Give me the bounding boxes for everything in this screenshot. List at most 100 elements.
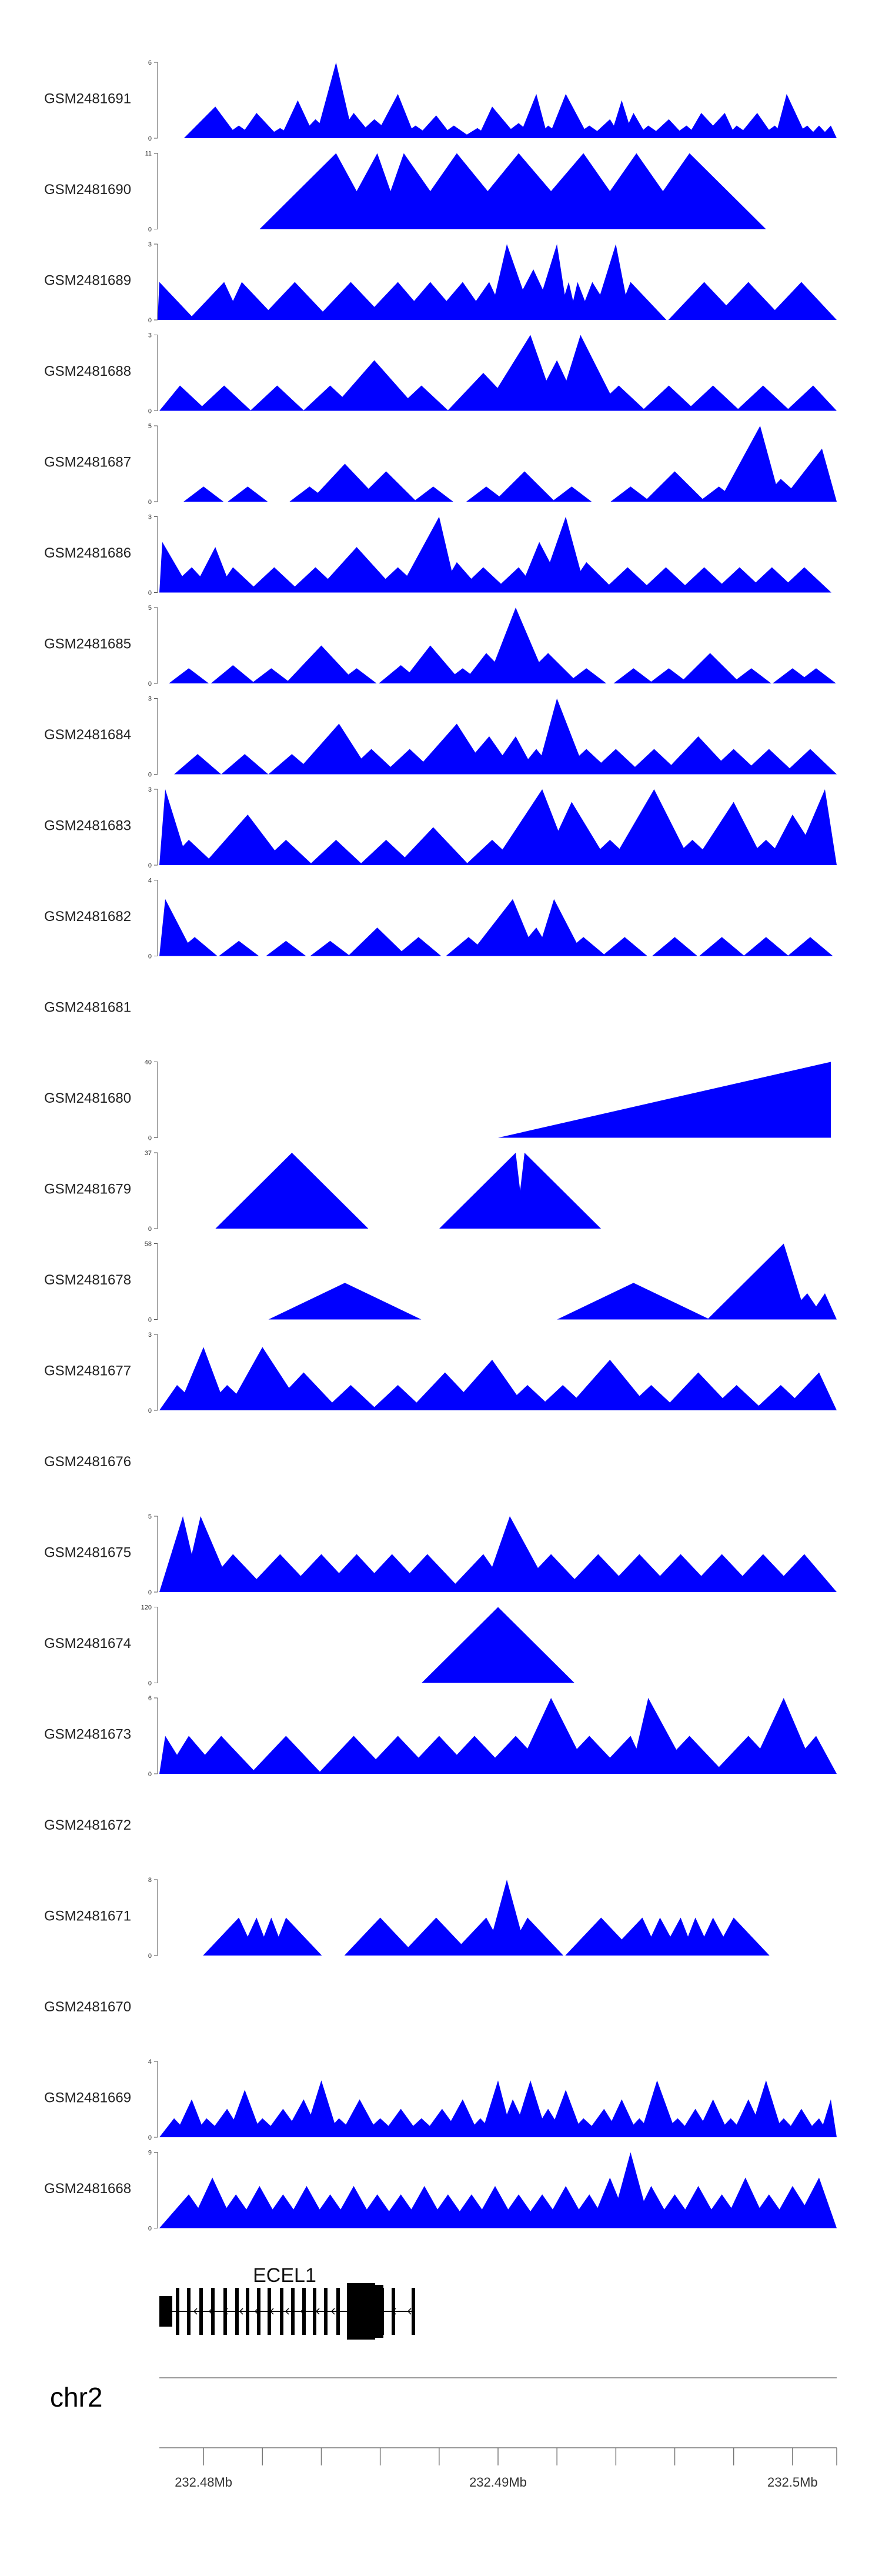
coverage-peak bbox=[516, 1698, 590, 1774]
strand-arrow bbox=[407, 2308, 412, 2315]
coverage-peak bbox=[679, 653, 741, 683]
gene-name: ECEL1 bbox=[253, 2264, 316, 2287]
coverage-peak bbox=[500, 1385, 555, 1410]
coverage-peak bbox=[719, 426, 781, 502]
coverage-peak bbox=[606, 1917, 660, 1956]
y-axis-max-label: 11 bbox=[145, 151, 152, 158]
coverage-peak bbox=[397, 516, 457, 593]
coverage-peak bbox=[783, 1372, 837, 1410]
coverage-peak bbox=[188, 282, 242, 320]
coverage-peak bbox=[192, 547, 233, 593]
coverage-peak bbox=[699, 937, 745, 956]
coverage-peak bbox=[627, 749, 681, 775]
coverage-peak bbox=[439, 1153, 525, 1229]
coverage-peak bbox=[783, 1736, 837, 1774]
coverage-peak bbox=[323, 1385, 378, 1410]
track-label: GSM2481691 bbox=[44, 91, 131, 107]
coverage-peak bbox=[748, 1698, 816, 1774]
track-gsm2481687: GSM2481687 0 5 bbox=[44, 423, 837, 506]
track-label: GSM2481683 bbox=[44, 818, 131, 834]
y-axis-max-label: 3 bbox=[148, 696, 152, 703]
strand-arrow bbox=[285, 2308, 289, 2315]
coverage-peak bbox=[743, 937, 789, 956]
y-axis-min-label: 0 bbox=[148, 1589, 152, 1596]
coverage-peak bbox=[177, 1347, 228, 1410]
x-axis-label: 232.48Mb bbox=[175, 2475, 232, 2490]
coverage-peak bbox=[519, 94, 549, 138]
coverage-peak bbox=[355, 471, 417, 502]
coverage-peak bbox=[400, 1917, 472, 1956]
y-axis-max-label: 3 bbox=[148, 1332, 152, 1339]
track-gsm2481670: GSM2481670 bbox=[44, 1999, 131, 2015]
coverage-peak bbox=[787, 937, 833, 956]
track-label: GSM2481687 bbox=[44, 455, 131, 471]
track-gsm2481675: GSM2481675 0 5 bbox=[44, 1513, 837, 1596]
coverage-peak bbox=[768, 1554, 837, 1592]
track-gsm2481678: GSM2481678 0 58 bbox=[44, 1241, 837, 1324]
strand-arrow bbox=[346, 2308, 350, 2315]
coverage-peak bbox=[741, 749, 796, 775]
y-axis-max-label: 37 bbox=[145, 1150, 152, 1157]
y-axis-min-label: 0 bbox=[148, 226, 152, 233]
y-axis-min-label: 0 bbox=[148, 499, 152, 506]
genomic-axis: chr2 232.48Mb 232.49Mb 232.5Mb bbox=[50, 2377, 837, 2490]
gene-exon bbox=[187, 2288, 191, 2335]
coverage-peak bbox=[783, 749, 837, 775]
coverage-peak bbox=[807, 1293, 837, 1320]
coverage-peak bbox=[400, 645, 463, 683]
coverage-peak bbox=[221, 754, 269, 775]
track-label: GSM2481673 bbox=[44, 1727, 131, 1743]
coverage-peak bbox=[566, 668, 607, 683]
track-gsm2481689: GSM2481689 0 3 bbox=[44, 241, 837, 324]
strand-arrow bbox=[223, 2308, 228, 2315]
coverage-peak bbox=[677, 567, 731, 593]
coverage-peak bbox=[552, 486, 592, 502]
coverage-peak bbox=[315, 282, 387, 320]
coverage-peak bbox=[539, 516, 587, 593]
coverage-peak bbox=[466, 486, 506, 502]
coverage-peak bbox=[259, 840, 313, 865]
gene-exon bbox=[347, 2283, 375, 2340]
coverage-peak bbox=[796, 668, 836, 683]
coverage-peak bbox=[268, 1283, 422, 1320]
coverage-peak bbox=[613, 668, 654, 683]
coverage-peak bbox=[557, 1283, 710, 1320]
y-axis-max-label: 3 bbox=[148, 514, 152, 521]
y-axis-min-label: 0 bbox=[148, 317, 152, 324]
coverage-peak bbox=[604, 2099, 640, 2137]
gene-exon bbox=[291, 2288, 295, 2335]
coverage-peak bbox=[239, 113, 280, 138]
track-label: GSM2481670 bbox=[44, 1999, 131, 2015]
coverage-peak bbox=[392, 1554, 463, 1592]
y-axis-max-label: 5 bbox=[148, 423, 152, 430]
track-label: GSM2481669 bbox=[44, 2090, 131, 2106]
coverage-peak bbox=[348, 927, 407, 956]
coverage-peak bbox=[201, 1554, 269, 1592]
coverage-peak bbox=[748, 2080, 784, 2137]
coverage-peak bbox=[701, 113, 737, 138]
y-axis-min-label: 0 bbox=[148, 862, 152, 869]
coverage-peak bbox=[396, 937, 442, 956]
y-axis-min-label: 0 bbox=[148, 953, 152, 960]
track-label: GSM2481685 bbox=[44, 636, 131, 652]
y-axis-max-label: 5 bbox=[148, 605, 152, 612]
coverage-peak bbox=[247, 567, 302, 593]
coverage-peak bbox=[536, 698, 587, 775]
coverage-peak bbox=[639, 567, 693, 593]
coverage-peak bbox=[777, 567, 831, 593]
y-axis-max-label: 4 bbox=[148, 2058, 152, 2066]
coverage-peak bbox=[610, 486, 651, 502]
coverage-peak bbox=[309, 840, 363, 865]
coverage-peak bbox=[310, 940, 350, 956]
coverage-peak bbox=[447, 1360, 528, 1410]
coverage-peak bbox=[792, 2177, 837, 2228]
coverage-peak bbox=[780, 448, 837, 502]
track-gsm2481684: GSM2481684 0 3 bbox=[44, 696, 837, 779]
gene-exon bbox=[211, 2288, 215, 2335]
coverage-peak bbox=[224, 282, 278, 320]
y-axis-min-label: 0 bbox=[148, 408, 152, 415]
coverage-peak bbox=[557, 335, 619, 411]
coverage-peak bbox=[309, 463, 381, 502]
track-gsm2481683: GSM2481683 0 3 bbox=[44, 786, 837, 869]
coverage-peak bbox=[686, 385, 740, 411]
